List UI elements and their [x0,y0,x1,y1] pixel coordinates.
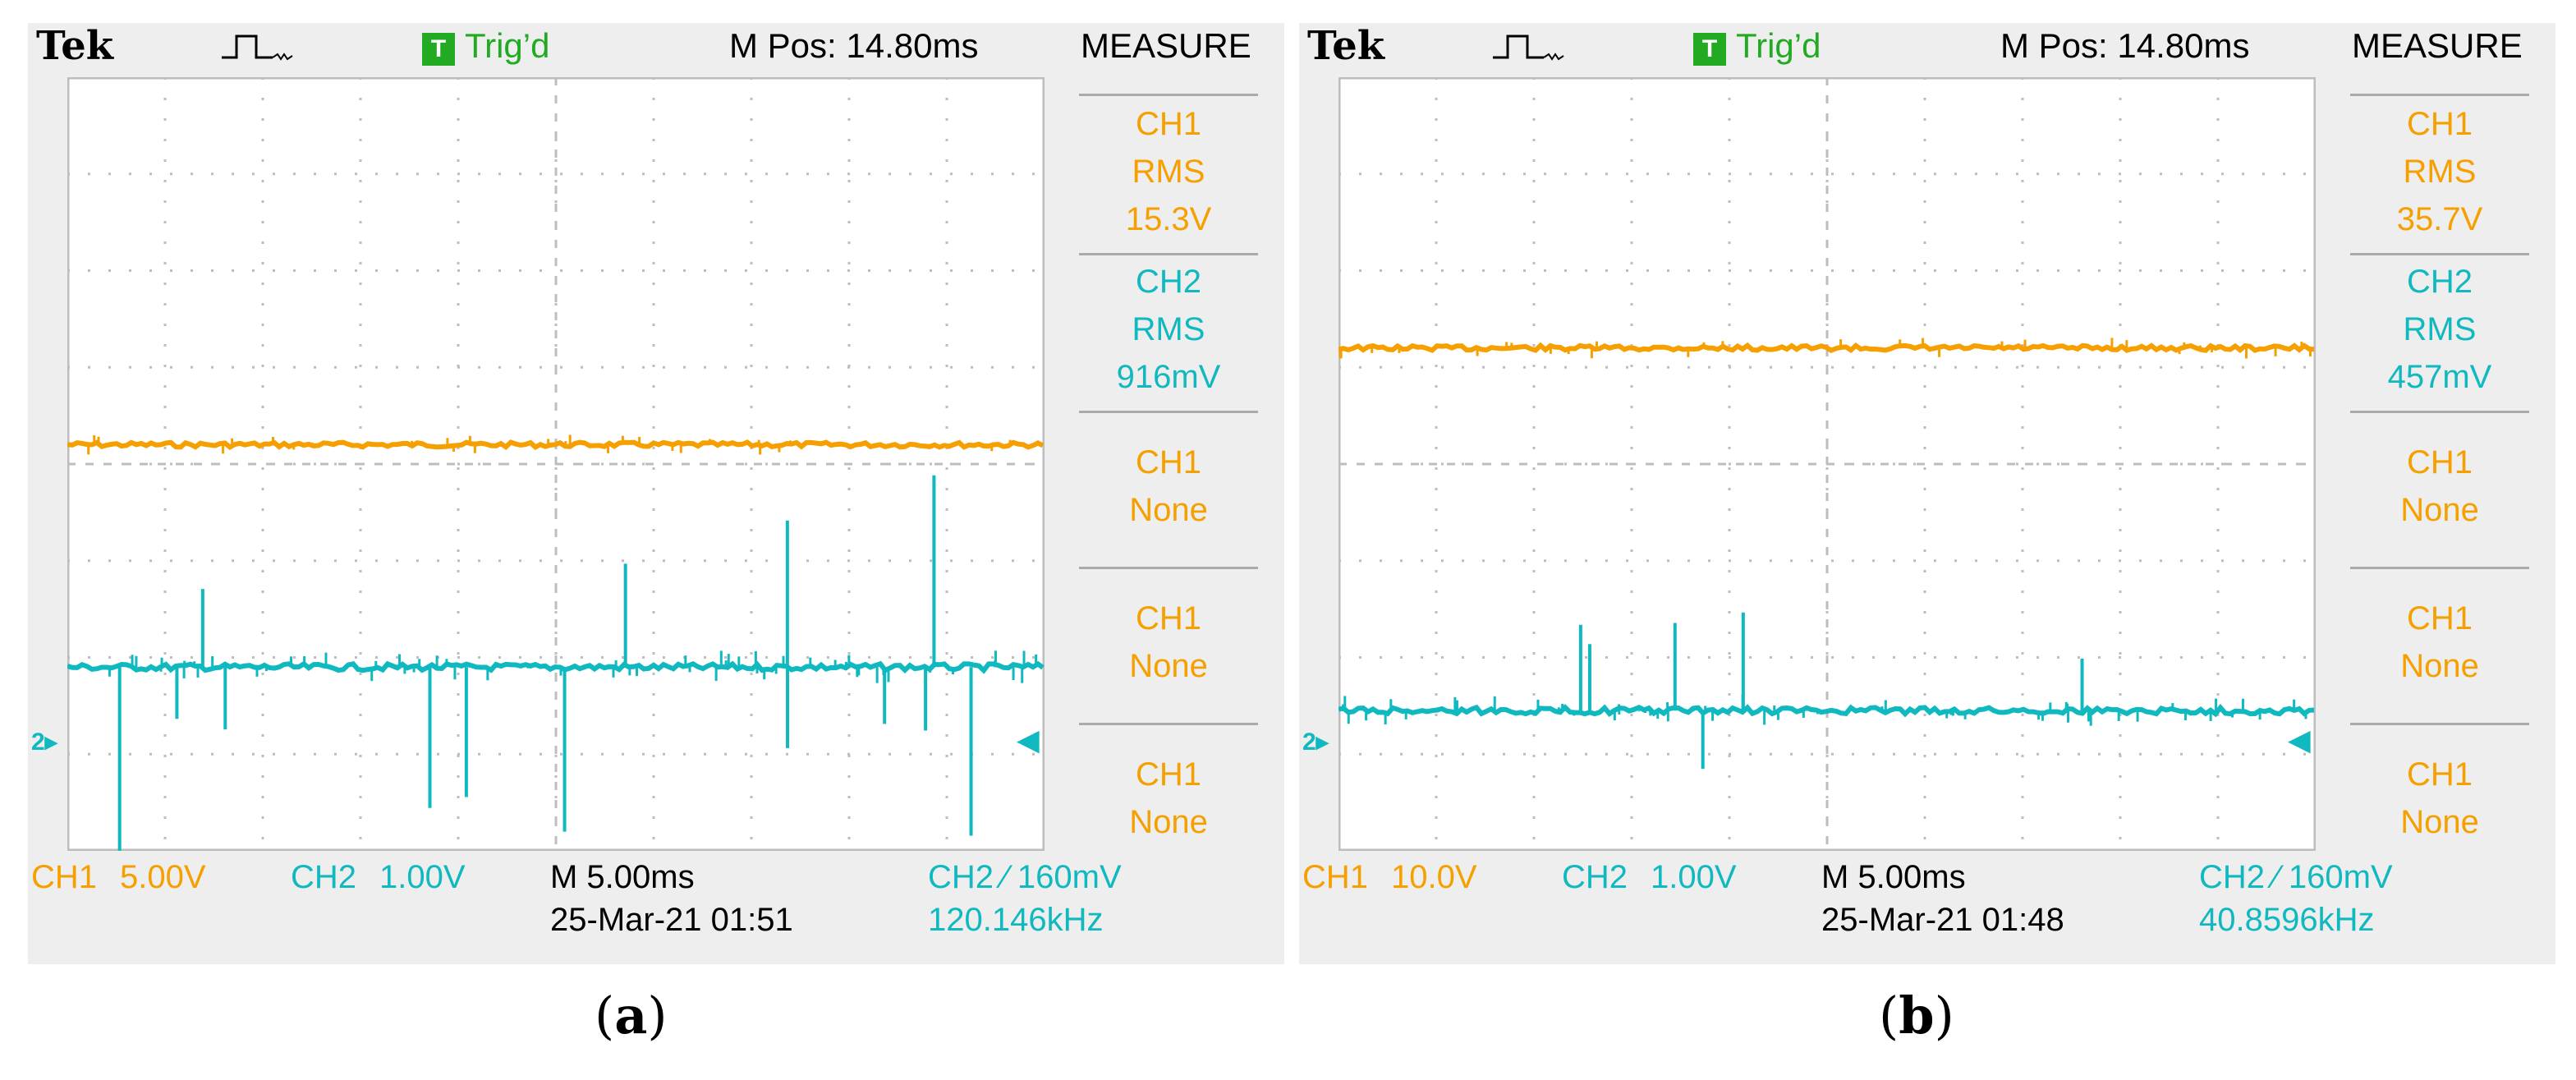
measure-1-source: CH1 [1135,106,1202,142]
measure-divider [2350,723,2529,725]
measure-1-type: RMS [2403,154,2477,190]
measure-2[interactable]: CH2 RMS 457mV [2350,258,2529,401]
measure-divider [1079,411,1258,413]
ch1-trace [1339,342,2315,353]
measure-5-type: None [2400,804,2479,840]
ch1-trace [67,439,1045,451]
measure-4-source: CH1 [1135,600,1202,637]
m-pos-readout: M Pos: 14.80ms [729,26,979,65]
measure-divider [2350,567,2529,569]
ch2-trace [1339,703,2315,718]
brand-logo: Tek [36,23,114,69]
measure-2-source: CH2 [2406,264,2473,300]
measure-1-type: RMS [1132,154,1205,190]
measure-4[interactable]: CH1 None [2350,595,2529,690]
measure-4-type: None [2400,648,2479,684]
measure-2-type: RMS [2403,311,2477,347]
measure-3-type: None [2400,492,2479,528]
m-pos-readout: M Pos: 14.80ms [2000,26,2250,65]
trigger-pulse-icon [1493,34,1564,61]
measure-title: MEASURE [2352,26,2523,65]
measure-title: MEASURE [1081,26,1251,65]
measure-4-source: CH1 [2406,600,2473,637]
measure-5-source: CH1 [2406,756,2473,793]
measure-3-source: CH1 [1135,444,1202,480]
measure-divider [1079,94,1258,96]
waveform-screen [67,77,1045,851]
ch2-label: CH2 [291,859,357,895]
measure-divider [1079,253,1258,255]
measure-4-type: None [1129,648,1208,684]
measure-3[interactable]: CH1 None [2350,439,2529,534]
screen-border [1339,77,2316,851]
measure-2-value: 916mV [1116,359,1221,395]
measure-1-value: 15.3V [1125,201,1212,237]
ch2-ground-marker: 2▸ [1302,728,1329,756]
measure-divider [1079,723,1258,725]
ch2-trigger-level-icon: ◀ [1017,723,1040,756]
ch1-label: CH1 [31,859,98,895]
datetime: 25-Mar-21 01:51 [550,902,793,938]
trigger-setting: CH2 ⁄ 160mV [928,859,1122,895]
timebase: M 5.00ms [1821,859,1966,895]
trig-status: Trig’d [1736,26,1821,65]
measure-5-source: CH1 [1135,756,1202,793]
measure-2[interactable]: CH2 RMS 916mV [1079,258,1258,401]
trig-status-icon: T [1693,33,1726,66]
measure-divider [2350,94,2529,96]
scope-panel-a: Tek T Trig’d M Pos: 14.80ms MEASURE 2▸ ◀… [28,23,1284,964]
measure-4[interactable]: CH1 None [1079,595,1258,690]
measure-2-type: RMS [1132,311,1205,347]
waveform-screen [1339,77,2316,851]
ch1-label: CH1 [1302,859,1369,895]
measure-5[interactable]: CH1 None [2350,751,2529,846]
timebase: M 5.00ms [550,859,695,895]
scope-panel-b: Tek T Trig’d M Pos: 14.80ms MEASURE 2▸ ◀… [1299,23,2555,964]
ch1-scale: 5.00V [120,859,206,895]
screen-border [67,77,1045,851]
ch2-trigger-level-icon: ◀ [2288,723,2311,756]
measure-1-value: 35.7V [2396,201,2483,237]
ch2-scale: 1.00V [1651,859,1737,895]
caption-b: (b) [1879,986,1954,1046]
measure-divider [2350,411,2529,413]
frequency: 120.146kHz [928,902,1104,938]
ch2-label: CH2 [1562,859,1628,895]
measure-2-source: CH2 [1135,264,1202,300]
caption-a: (a) [595,986,668,1046]
ch2-scale: 1.00V [379,859,466,895]
measure-3[interactable]: CH1 None [1079,439,1258,534]
measure-1[interactable]: CH1 RMS 15.3V [1079,100,1258,243]
measure-divider [2350,253,2529,255]
ch2-ground-marker: 2▸ [31,728,57,756]
measure-3-type: None [1129,492,1208,528]
measure-1-source: CH1 [2406,106,2473,142]
frequency: 40.8596kHz [2199,902,2375,938]
measure-divider [1079,567,1258,569]
trigger-pulse-icon [222,34,293,61]
measure-5[interactable]: CH1 None [1079,751,1258,846]
trig-status-icon: T [422,33,455,66]
measure-2-value: 457mV [2387,359,2492,395]
ch2-trace [67,660,1045,674]
measure-5-type: None [1129,804,1208,840]
measure-1[interactable]: CH1 RMS 35.7V [2350,100,2529,243]
trig-status: Trig’d [465,26,550,65]
ch1-scale: 10.0V [1391,859,1477,895]
trigger-setting: CH2 ⁄ 160mV [2199,859,2393,895]
brand-logo: Tek [1307,23,1385,69]
datetime: 25-Mar-21 01:48 [1821,902,2064,938]
measure-3-source: CH1 [2406,444,2473,480]
